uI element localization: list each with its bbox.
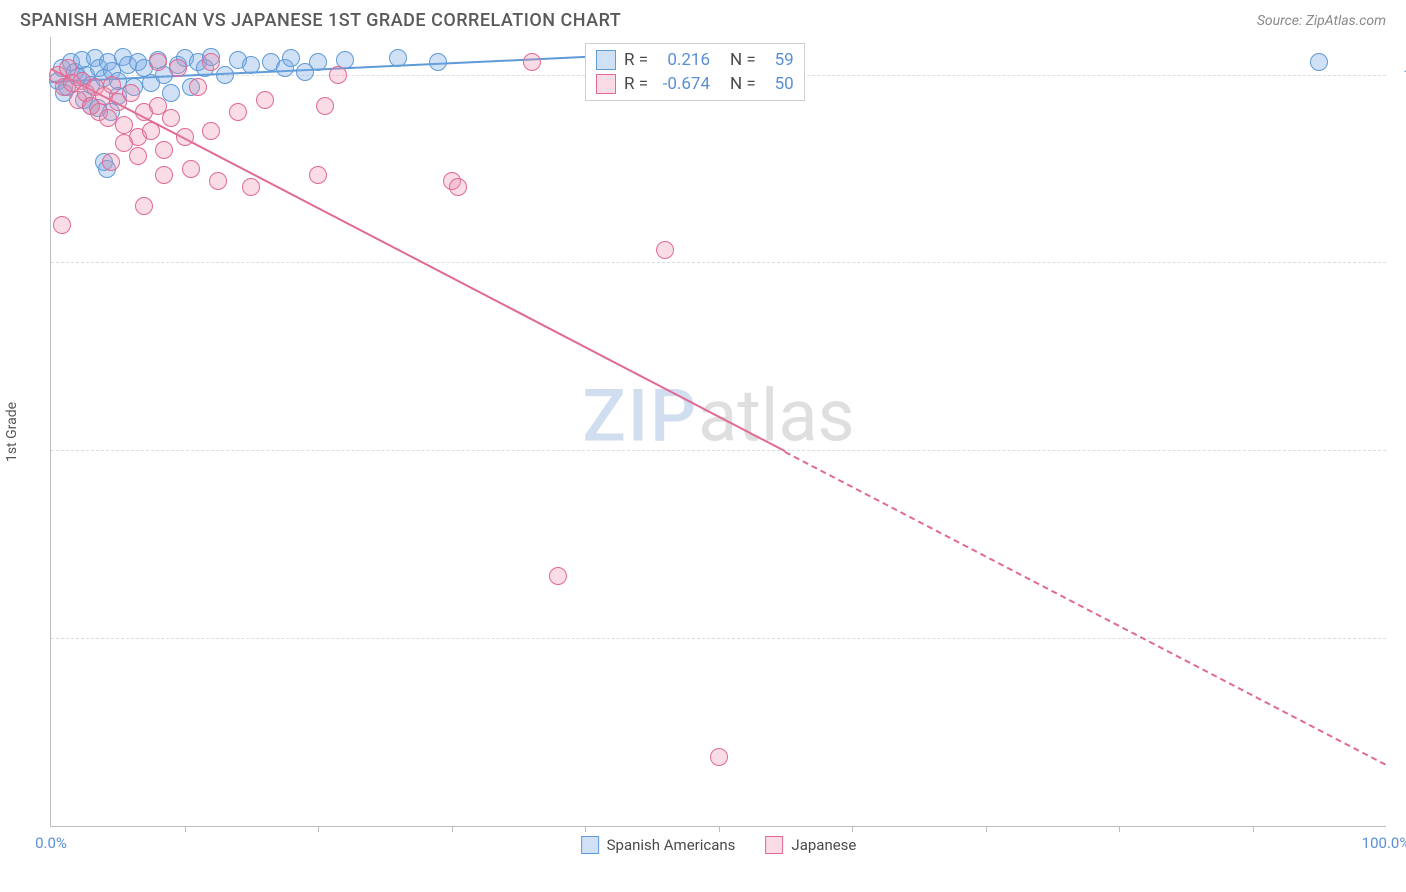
- stats-legend: R =0.216N =59R =-0.674N =50: [585, 43, 805, 101]
- data-point: [309, 166, 327, 184]
- x-tick: [852, 826, 853, 832]
- x-tick: [185, 826, 186, 832]
- data-point: [53, 216, 71, 234]
- gridline: [51, 638, 1386, 639]
- x-tick: [1119, 826, 1120, 832]
- data-point: [316, 97, 334, 115]
- plot-area: ZIPatlas 100.0%85.0%70.0%55.0%0.0%100.0%…: [50, 37, 1386, 827]
- gridline: [51, 450, 1386, 451]
- data-point: [523, 53, 541, 71]
- data-point: [242, 56, 260, 74]
- data-point: [135, 197, 153, 215]
- legend-swatch: [596, 74, 616, 94]
- x-tick: [719, 826, 720, 832]
- data-point: [1310, 53, 1328, 71]
- data-point: [549, 567, 567, 585]
- data-point: [229, 103, 247, 121]
- data-point: [162, 109, 180, 127]
- data-point: [202, 122, 220, 140]
- x-tick: [1253, 826, 1254, 832]
- legend-swatch: [596, 50, 616, 70]
- data-point: [189, 78, 207, 96]
- trend-line: [785, 451, 1387, 766]
- series-legend-item: Japanese: [765, 836, 856, 854]
- gridline: [51, 262, 1386, 263]
- stats-legend-row: R =0.216N =59: [596, 48, 794, 72]
- data-point: [242, 178, 260, 196]
- x-tick: [986, 826, 987, 832]
- chart-header: SPANISH AMERICAN VS JAPANESE 1ST GRADE C…: [0, 0, 1406, 37]
- legend-swatch: [581, 836, 599, 854]
- trend-line: [51, 68, 786, 452]
- data-point: [182, 160, 200, 178]
- y-tick-label: 55.0%: [1392, 629, 1406, 647]
- data-point: [102, 153, 120, 171]
- data-point: [656, 241, 674, 259]
- x-tick: [452, 826, 453, 832]
- chart-area: 1st Grade ZIPatlas 100.0%85.0%70.0%55.0%…: [50, 37, 1386, 827]
- series-legend-item: Spanish Americans: [581, 836, 736, 854]
- legend-swatch: [765, 836, 783, 854]
- data-point: [389, 49, 407, 67]
- x-tick: [585, 826, 586, 832]
- data-point: [155, 141, 173, 159]
- data-point: [142, 122, 160, 140]
- data-point: [309, 53, 327, 71]
- chart-title: SPANISH AMERICAN VS JAPANESE 1ST GRADE C…: [20, 10, 621, 31]
- data-point: [103, 76, 121, 94]
- x-tick: [318, 826, 319, 832]
- data-point: [449, 178, 467, 196]
- series-legend: Spanish Americans Japanese: [581, 836, 857, 854]
- data-point: [429, 53, 447, 71]
- data-point: [202, 53, 220, 71]
- data-point: [155, 166, 173, 184]
- data-point: [176, 128, 194, 146]
- data-point: [329, 66, 347, 84]
- data-point: [169, 59, 187, 77]
- data-point: [122, 84, 140, 102]
- x-tick-label: 0.0%: [35, 834, 67, 852]
- data-point: [710, 748, 728, 766]
- y-axis-label: 1st Grade: [4, 402, 20, 462]
- y-tick-label: 85.0%: [1392, 253, 1406, 271]
- data-point: [129, 147, 147, 165]
- chart-source: Source: ZipAtlas.com: [1257, 13, 1386, 29]
- x-tick-label: 100.0%: [1362, 834, 1406, 852]
- data-point: [216, 66, 234, 84]
- stats-legend-row: R =-0.674N =50: [596, 72, 794, 96]
- y-tick-label: 70.0%: [1392, 441, 1406, 459]
- data-point: [256, 91, 274, 109]
- data-point: [149, 53, 167, 71]
- y-tick-label: 100.0%: [1392, 66, 1406, 84]
- data-point: [209, 172, 227, 190]
